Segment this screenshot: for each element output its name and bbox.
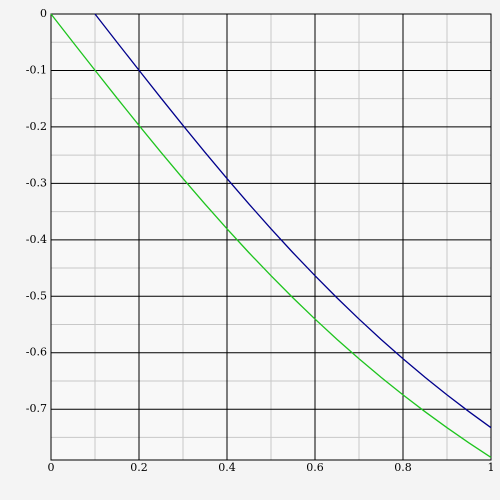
y-tick-label: -0.5 (26, 289, 47, 302)
y-tick-label: -0.6 (26, 346, 47, 359)
y-tick-label: 0 (40, 7, 47, 20)
x-tick-label: 1 (488, 461, 495, 474)
x-tick-label: 0 (48, 461, 55, 474)
y-tick-label: -0.4 (26, 233, 47, 246)
y-tick-label: -0.3 (26, 176, 47, 189)
line-series (94, 13, 492, 429)
x-tick-label: 0.8 (394, 461, 412, 474)
plot-frame (50, 13, 492, 461)
y-tick-label: -0.2 (26, 120, 47, 133)
x-tick-label: 0.2 (130, 461, 148, 474)
y-tick-label: -0.7 (26, 402, 47, 415)
line-series (50, 13, 492, 458)
x-tick-label: 0.6 (306, 461, 324, 474)
y-tick-label: -0.1 (26, 63, 47, 76)
x-tick-label: 0.4 (218, 461, 236, 474)
